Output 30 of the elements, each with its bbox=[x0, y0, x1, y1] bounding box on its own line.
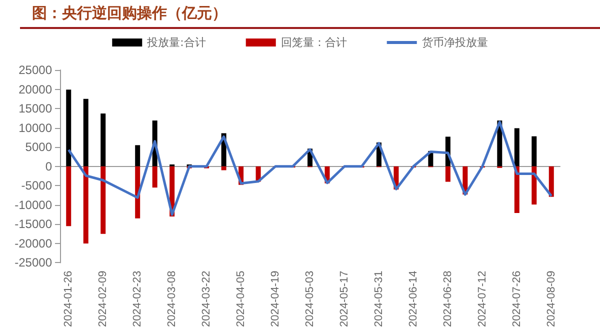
y-tick-label: 20000 bbox=[18, 82, 52, 96]
y-tick-label: 0 bbox=[45, 159, 52, 174]
x-tick-label: 2024-05-17 bbox=[338, 270, 350, 328]
y-tick-label: -25000 bbox=[14, 256, 52, 270]
x-tick-label: 2024-03-08 bbox=[166, 270, 178, 328]
x-tick-label: 2024-05-31 bbox=[372, 270, 385, 328]
y-tick-label: 10000 bbox=[18, 120, 52, 135]
y-tick-label: 5000 bbox=[25, 140, 52, 154]
x-tick-label: 2024-05-03 bbox=[304, 270, 316, 328]
x-tick-label: 2024-07-12 bbox=[476, 270, 488, 328]
x-tick-label: 2024-07-26 bbox=[510, 270, 523, 328]
x-tick-label: 2024-02-09 bbox=[97, 270, 110, 328]
y-tick-label: 25000 bbox=[18, 63, 52, 77]
x-tick-label: 2024-01-26 bbox=[62, 270, 75, 328]
x-tick-label: 2024-08-09 bbox=[545, 270, 558, 328]
legend-label: 货币净投放量 bbox=[422, 36, 488, 49]
x-tick-label: 2024-06-28 bbox=[442, 270, 454, 328]
x-tick-label: 2024-06-14 bbox=[407, 270, 420, 328]
legend-label: 回笼量：合计 bbox=[280, 36, 347, 49]
y-tick-label: -10000 bbox=[14, 198, 52, 212]
x-tick-label: 2024-04-19 bbox=[270, 270, 282, 328]
y-tick-label: -20000 bbox=[14, 236, 52, 250]
x-tick-label: 2024-03-22 bbox=[200, 270, 213, 328]
y-tick-label: 15000 bbox=[18, 102, 52, 116]
legend-label: 投放量:合计 bbox=[146, 36, 206, 49]
x-tick-label: 2024-02-23 bbox=[132, 270, 144, 328]
y-tick-label: -15000 bbox=[14, 217, 52, 232]
y-tick-label: -5000 bbox=[21, 178, 52, 193]
x-tick-label: 2024-04-05 bbox=[235, 270, 248, 328]
chart-title: 图：央行逆回购操作（亿元） bbox=[20, 4, 600, 29]
